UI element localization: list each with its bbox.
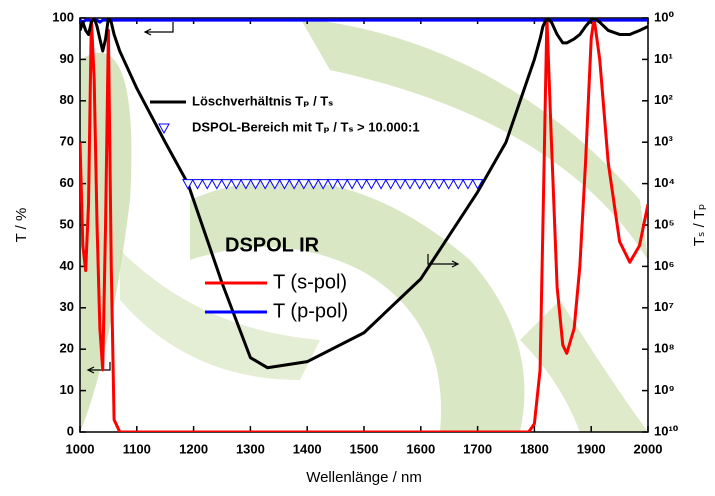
y2-tick-label: 10⁵: [654, 216, 675, 231]
x-tick-label: 2000: [634, 441, 663, 456]
marker: [394, 179, 407, 190]
y-tick-label: 40: [60, 258, 74, 273]
y-tick-label: 100: [52, 9, 74, 24]
y2-tick-label: 10⁹: [654, 382, 675, 397]
marker: [278, 179, 291, 190]
marker: [442, 179, 455, 190]
x-axis-title: Wellenlänge / nm: [306, 469, 422, 486]
y2-tick-label: 10⁰: [654, 9, 674, 24]
y2-tick-label: 10⁷: [654, 299, 674, 314]
marker: [201, 179, 214, 190]
x-tick-label: 1500: [350, 441, 379, 456]
marker: [355, 179, 368, 190]
x-tick-label: 1600: [406, 441, 435, 456]
marker: [375, 179, 387, 190]
y2-tick-label: 10⁴: [654, 175, 675, 190]
y-tick-label: 20: [60, 341, 74, 356]
marker: [288, 179, 300, 190]
marker: [404, 179, 416, 190]
marker: [317, 179, 329, 190]
marker: [259, 179, 272, 190]
legend-label: T (p-pol): [273, 300, 348, 322]
y2-tick-label: 10⁶: [654, 258, 674, 273]
y2-tick-label: 10³: [654, 134, 673, 149]
marker: [307, 179, 320, 190]
x-tick-label: 1800: [520, 441, 549, 456]
marker: [365, 179, 378, 190]
x-tick-label: 1000: [66, 441, 95, 456]
y-tick-label: 10: [60, 382, 74, 397]
y2-tick-label: 10¹: [654, 51, 673, 66]
y-tick-label: 80: [60, 92, 74, 107]
x-tick-label: 1900: [577, 441, 606, 456]
legend-label: DSPOL-Bereich mit Tₚ / Tₛ > 10.000:1: [192, 119, 420, 134]
y2-tick-label: 10⁸: [654, 341, 675, 356]
series-line: [80, 18, 648, 432]
x-tick-label: 1100: [123, 441, 151, 456]
marker: [240, 179, 252, 190]
y-axis-title: T / %: [13, 208, 30, 243]
series-line: [80, 18, 648, 370]
y-tick-label: 90: [60, 51, 74, 66]
y2-axis-title: Tₛ / Tₚ: [691, 204, 708, 247]
legend-label: Löschverhältnis Tₚ / Tₛ: [192, 93, 333, 108]
legend-label: T (s-pol): [273, 271, 347, 293]
marker: [249, 179, 262, 190]
legend-marker: [158, 123, 170, 135]
y2-tick-label: 10²: [654, 92, 673, 107]
background-decoration: [80, 18, 648, 432]
marker: [268, 179, 281, 190]
y-tick-label: 30: [60, 299, 74, 314]
x-tick-label: 1400: [293, 441, 322, 456]
axis-arrows: [86, 22, 460, 374]
marker: [346, 179, 358, 190]
marker: [230, 179, 243, 190]
y-tick-label: 60: [60, 175, 74, 190]
marker: [211, 179, 223, 190]
x-tick-label: 1200: [179, 441, 208, 456]
marker: [462, 179, 474, 190]
marker: [384, 179, 397, 190]
marker: [433, 179, 445, 190]
marker: [191, 179, 204, 190]
legend-title: DSPOL IR: [225, 234, 320, 256]
marker: [220, 179, 233, 190]
y-tick-label: 70: [60, 134, 74, 149]
marker: [413, 179, 426, 190]
plot-area: [80, 18, 648, 432]
y-tick-label: 50: [60, 216, 74, 231]
marker: [297, 179, 310, 190]
marker: [452, 179, 465, 190]
marker: [326, 179, 339, 190]
y2-tick-label: 10¹⁰: [654, 423, 679, 438]
marker: [471, 179, 484, 190]
marker: [423, 179, 436, 190]
x-tick-label: 1300: [236, 441, 265, 456]
y-tick-label: 0: [67, 423, 74, 438]
marker: [182, 179, 194, 190]
x-tick-label: 1700: [463, 441, 492, 456]
marker: [336, 179, 349, 190]
series-line: [80, 18, 648, 24]
